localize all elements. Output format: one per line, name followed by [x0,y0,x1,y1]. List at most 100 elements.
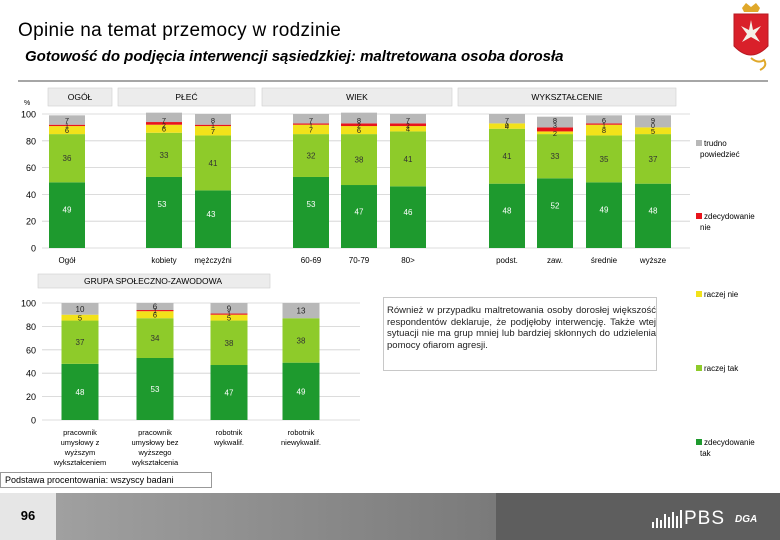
chart1-group-label: PŁEĆ [175,92,197,102]
chart1-bar-segment [341,134,377,186]
chart1-bar-segment [146,132,182,177]
chart2-data-label: 5 [78,314,82,323]
chart1-data-label: 1 [602,123,606,130]
crest-icon [733,3,769,71]
chart1-data-label: 8 [211,116,215,125]
chart2-data-label: 1 [153,308,157,315]
chart1-data-label: 9 [651,116,655,125]
chart2-data-label: 34 [151,334,160,343]
chart2-category-label: umysłowy bez [131,438,178,447]
chart2-data-label: 10 [76,305,85,314]
chart1-bar-segment [146,122,182,125]
chart1-data-label: 49 [600,205,609,214]
chart1-legend-label: trudno [704,139,727,148]
chart1-bar-segment [586,135,622,183]
chart1-data-label: 6 [65,126,69,135]
chart1-bar-segment [390,123,426,127]
chart1-data-label: 8 [602,126,606,135]
chart1-data-label: 1 [211,123,215,130]
chart2-category-label: wyższym [64,448,95,457]
chart1-data-label: 6 [162,125,166,134]
chart2-bar-segment [136,311,174,319]
chart1-category-label: zaw. [547,256,563,265]
chart1-data-label: 8 [553,116,557,125]
chart2-bar-segment [61,303,99,315]
chart1-data-label: 1 [309,123,313,130]
chart1-data-label: 41 [209,159,218,168]
chart1-bar-segment [537,178,573,248]
chart1-data-label: 35 [600,155,609,164]
chart1-group-header [47,87,113,107]
chart2-category-label: umysłowy z [61,438,100,447]
chart1-data-label: 4 [505,122,509,131]
chart2-bar-segment [210,314,248,321]
page-number: 96 [0,493,56,540]
chart1-data-label: 49 [63,205,72,214]
chart1-bar-segment [49,115,85,125]
chart1-data-label: 36 [63,154,72,163]
chart1-bar-segment [586,115,622,124]
page-title: Opinie na temat przemocy w rodzinie [18,20,342,41]
chart1-data-label: 37 [649,155,658,164]
chart2-data-label: 5 [227,314,231,323]
chart1-data-label: 1 [65,123,69,130]
chart2-data-label: 48 [76,388,85,397]
chart2-legend-label: raczej tak [704,364,739,373]
chart1-data-label: 7 [309,116,313,125]
chart2-bar-segment [136,310,174,312]
chart1-y-tick: 40 [26,190,36,200]
chart2-bar-segment [61,363,99,420]
chart2-y-tick: 20 [26,392,36,402]
chart2-legend-swatch [696,439,702,445]
chart2-title: GRUPA SPOŁECZNO-ZAWODOWA [84,276,222,286]
chart2-category-label: robotnik [288,428,315,437]
chart1-category-label: podst. [496,256,518,265]
chart1-data-label: 41 [404,155,413,164]
chart1-data-label: 2 [162,123,166,130]
footer-band [56,493,496,540]
chart1-data-label: 2 [553,129,557,138]
chart2-bar-segment [61,314,99,321]
chart1-category-label: wyższe [639,256,667,265]
chart1-category-label: średnie [591,256,618,265]
chart1-bar-segment [489,123,525,129]
chart1-bar-segment [635,183,671,248]
chart1-y-tick: 0 [31,244,36,254]
chart1-data-label: 7 [406,116,410,125]
chart1-bar-segment [341,185,377,248]
chart1-data-label: 33 [551,152,560,161]
chart1-data-label: 8 [357,116,361,125]
chart2-legend-swatch [696,291,702,297]
chart1-bar-segment [146,124,182,133]
chart1-bar-segment [341,123,377,127]
chart1-data-label: 7 [309,125,313,134]
chart1-bar-segment [195,124,231,127]
chart1-category-label: Ogół [59,256,76,265]
chart1-data-label: 2 [357,123,361,130]
chart1-bar-segment [489,128,525,184]
chart1-legend-swatch [696,213,702,219]
chart1-legend-label: nie [700,223,711,232]
chart2-data-label: 9 [227,304,232,313]
chart1-bar-segment [49,124,85,127]
chart1-legend-swatch [696,140,702,146]
chart1-bar-segment [195,126,231,136]
chart1-data-label: 7 [162,116,166,125]
chart1-data-label: 6 [602,116,606,125]
chart1-bar-segment [341,126,377,135]
chart2-data-label: 49 [297,387,306,396]
chart1-data-label: 38 [355,156,364,165]
chart2-data-label: 13 [297,307,306,316]
chart1-bar-segment [146,112,182,123]
chart2-data-label: 1 [227,311,231,318]
chart2-category-label: wyższego [138,448,172,457]
chart1-bar-segment [293,176,329,248]
chart1-data-label: 53 [158,200,167,209]
chart2-y-tick: 80 [26,322,36,332]
chart2-category-label: niewykwalif. [281,438,321,447]
chart1-data-label: 7 [505,116,509,125]
chart1-y-tick: 100 [21,110,36,120]
chart1-data-label: 53 [307,200,316,209]
chart2-category-label: wykształceniem [53,458,107,467]
chart1-data-label: 47 [355,208,364,217]
